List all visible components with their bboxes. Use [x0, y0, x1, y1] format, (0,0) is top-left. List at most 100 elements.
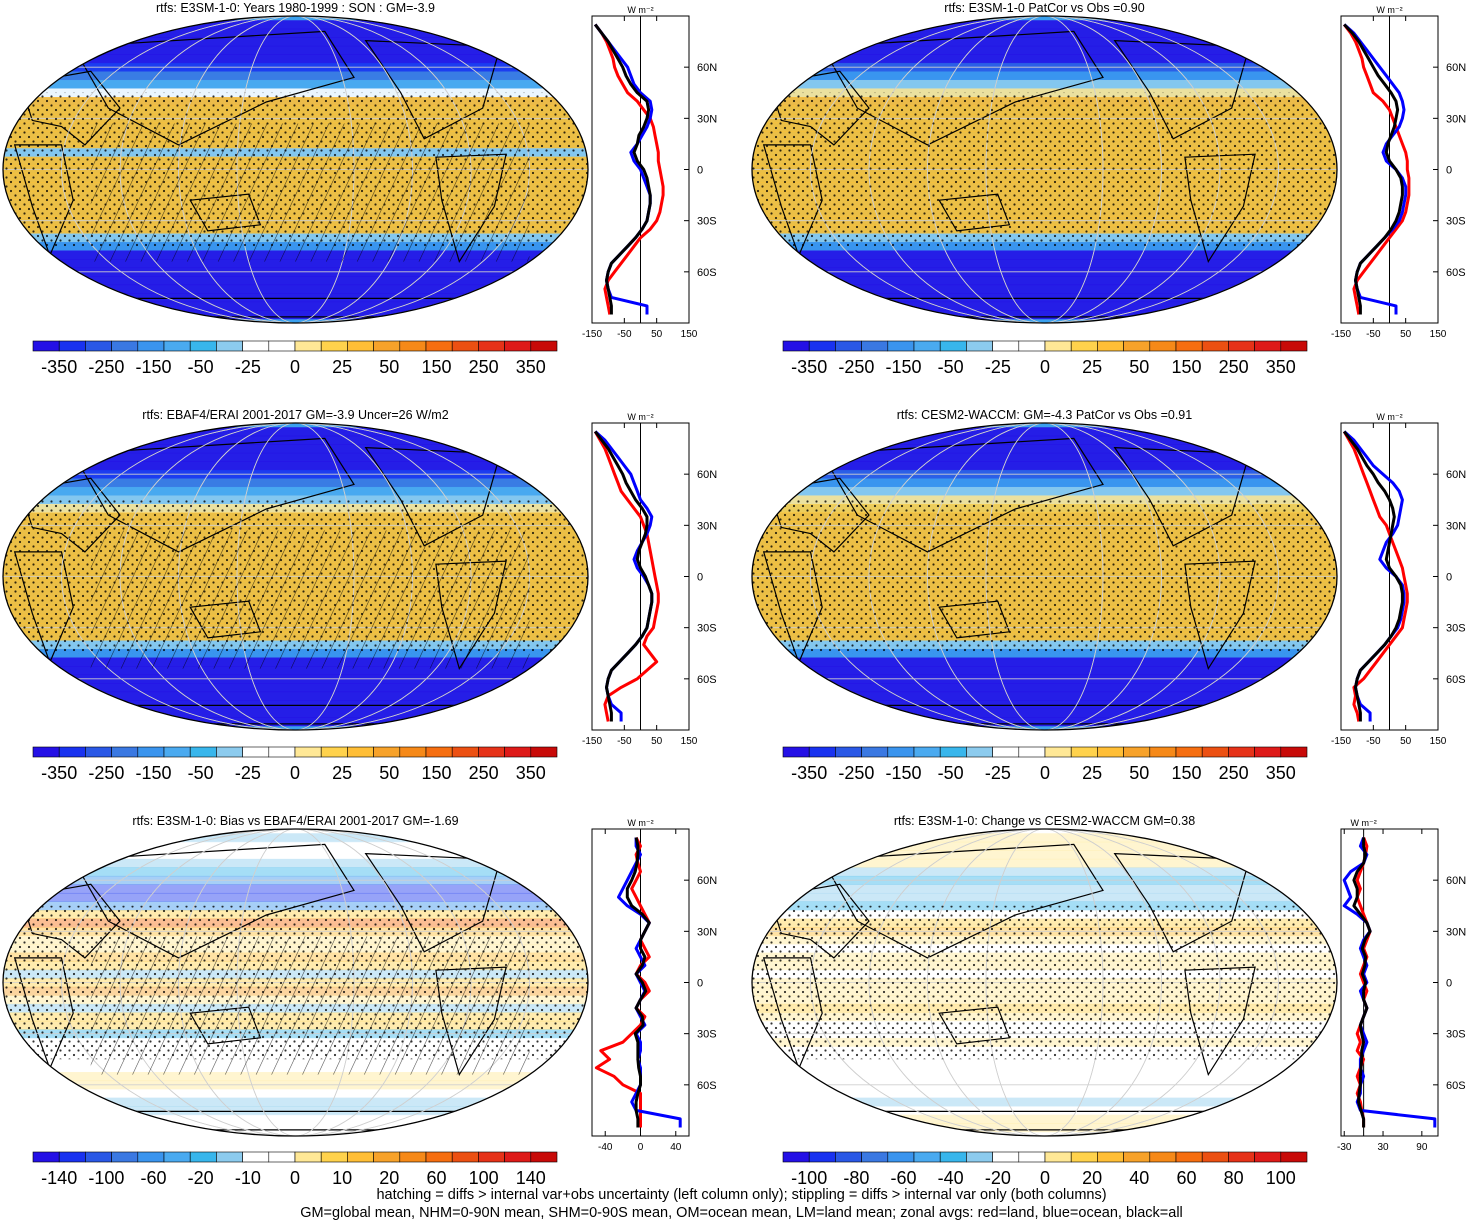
y-tick-label: 30N	[697, 520, 717, 532]
colorbar-swatch	[294, 746, 322, 758]
colorbar-swatch	[887, 1151, 915, 1163]
colorbar-swatch	[992, 340, 1020, 352]
colorbar-swatch	[782, 746, 810, 758]
colorbar-swatch	[478, 1151, 505, 1163]
colorbar-label: 0	[1040, 1168, 1050, 1188]
colorbar-swatch	[85, 1151, 112, 1163]
colorbar-swatch	[294, 1151, 322, 1163]
zonal-band	[752, 259, 1337, 269]
zonal-band	[752, 1106, 1337, 1116]
colorbar-swatch	[189, 340, 217, 352]
colorbar-swatch	[504, 1151, 532, 1163]
x-tick-label: 0	[638, 1142, 644, 1153]
zonal-band	[3, 683, 588, 693]
stippling	[752, 499, 1337, 654]
colorbar-swatch	[32, 1151, 60, 1163]
zonal-unit: W m⁻²	[1376, 412, 1402, 422]
colorbar-label: 50	[379, 357, 399, 377]
colorbar-swatch	[85, 340, 112, 352]
colorbar-label: 20	[379, 1168, 399, 1188]
x-tick-label: 150	[1430, 736, 1447, 747]
map-border	[2, 422, 589, 731]
zonal-band	[3, 452, 588, 462]
stippling	[752, 905, 1337, 1060]
colorbar-swatch	[320, 746, 348, 758]
map-field	[752, 16, 1337, 323]
y-tick-label: 60S	[697, 674, 717, 686]
colorbar-swatch	[992, 746, 1020, 758]
zonal-band	[752, 293, 1337, 303]
zonal-unit: W m⁻²	[627, 5, 653, 15]
panel-2: rtfs: E3SM-1-0 PatCor vs Obs =0.90 -350 -2…	[751, 1, 1466, 377]
y-tick-label: 60S	[1446, 674, 1466, 686]
colorbar-swatch	[1280, 746, 1308, 758]
colorbar-swatch	[347, 746, 374, 758]
colorbar-swatch	[1254, 746, 1282, 758]
colorbar-label: 0	[290, 357, 300, 377]
colorbar-swatch	[835, 1151, 862, 1163]
zonal-band	[3, 1106, 588, 1116]
zonal-band	[3, 700, 588, 710]
zonal-band	[752, 310, 1337, 320]
colorbar: -350 -250 -150 -50 -25 0 25 50 150 250 350	[32, 340, 558, 377]
colorbar-swatch	[966, 746, 993, 758]
colorbar-label: 25	[1082, 763, 1102, 783]
zonal-band	[3, 54, 588, 64]
colorbar-swatch	[1149, 340, 1177, 352]
colorbar-label: -60	[141, 1168, 167, 1188]
colorbar-label: -140	[41, 1168, 77, 1188]
colorbar-swatch	[242, 746, 270, 758]
zonal-band	[752, 1114, 1337, 1124]
colorbar-swatch	[1280, 340, 1308, 352]
colorbar-swatch	[1175, 746, 1203, 758]
y-tick-label: 30N	[697, 113, 717, 125]
colorbar-label: -250	[88, 763, 124, 783]
map-field	[3, 829, 588, 1136]
colorbar-label: -250	[838, 763, 874, 783]
colorbar-swatch	[966, 1151, 993, 1163]
y-tick-label: 30S	[697, 216, 717, 228]
colorbar-swatch	[320, 1151, 348, 1163]
colorbar-swatch	[1123, 1151, 1151, 1163]
zonal-band	[3, 691, 588, 701]
x-tick-label: -150	[1331, 736, 1351, 747]
colorbar-label: -100	[88, 1168, 124, 1188]
colorbar-swatch	[189, 746, 217, 758]
zonal-band	[752, 276, 1337, 286]
x-tick-label: -150	[582, 329, 602, 340]
y-tick-label: 60N	[1446, 62, 1466, 74]
zonal-band	[3, 310, 588, 320]
colorbar-swatch	[1228, 746, 1255, 758]
colorbar-label: -50	[938, 763, 964, 783]
zonal-band	[3, 892, 588, 902]
zonal-line-land	[594, 23, 665, 315]
colorbar-label: 150	[421, 357, 451, 377]
zonal-band	[752, 648, 1337, 659]
colorbar-swatch	[808, 340, 836, 352]
footer-hatching-note: hatching = diffs > internal var+obs unce…	[376, 1187, 1107, 1203]
zonal-band	[3, 284, 588, 294]
map-border	[2, 15, 589, 324]
colorbar-swatch	[32, 340, 60, 352]
zonal-unit: W m⁻²	[627, 818, 653, 828]
colorbar-label: -10	[235, 1168, 261, 1188]
panel-5: rtfs: E3SM-1-0: Bias vs EBAF4/ERAI 2001-…	[2, 814, 717, 1188]
zonal-band	[3, 37, 588, 47]
colorbar-swatch	[861, 746, 889, 758]
colorbar-label: 25	[332, 763, 352, 783]
colorbar-swatch	[504, 746, 532, 758]
colorbar-swatch	[1149, 1151, 1177, 1163]
map-title: rtfs: EBAF4/ERAI 2001-2017 GM=-3.9 Uncer…	[142, 408, 448, 422]
footer-mean-note: GM=global mean, NHM=0-90N mean, SHM=0-90…	[300, 1205, 1183, 1221]
zonal-band	[752, 478, 1337, 488]
x-tick-label: 90	[1416, 1142, 1428, 1153]
colorbar-swatch	[399, 1151, 427, 1163]
colorbar-swatch	[1123, 340, 1151, 352]
colorbar-swatch	[1280, 1151, 1308, 1163]
zonal-band	[3, 858, 588, 868]
colorbar-swatch	[530, 1151, 558, 1163]
panel-6: rtfs: E3SM-1-0: Change vs CESM2-WACCM GM…	[751, 814, 1466, 1188]
colorbar-swatch	[1018, 1151, 1046, 1163]
zonal-band	[3, 486, 588, 496]
zonal-line-all	[625, 837, 651, 1128]
